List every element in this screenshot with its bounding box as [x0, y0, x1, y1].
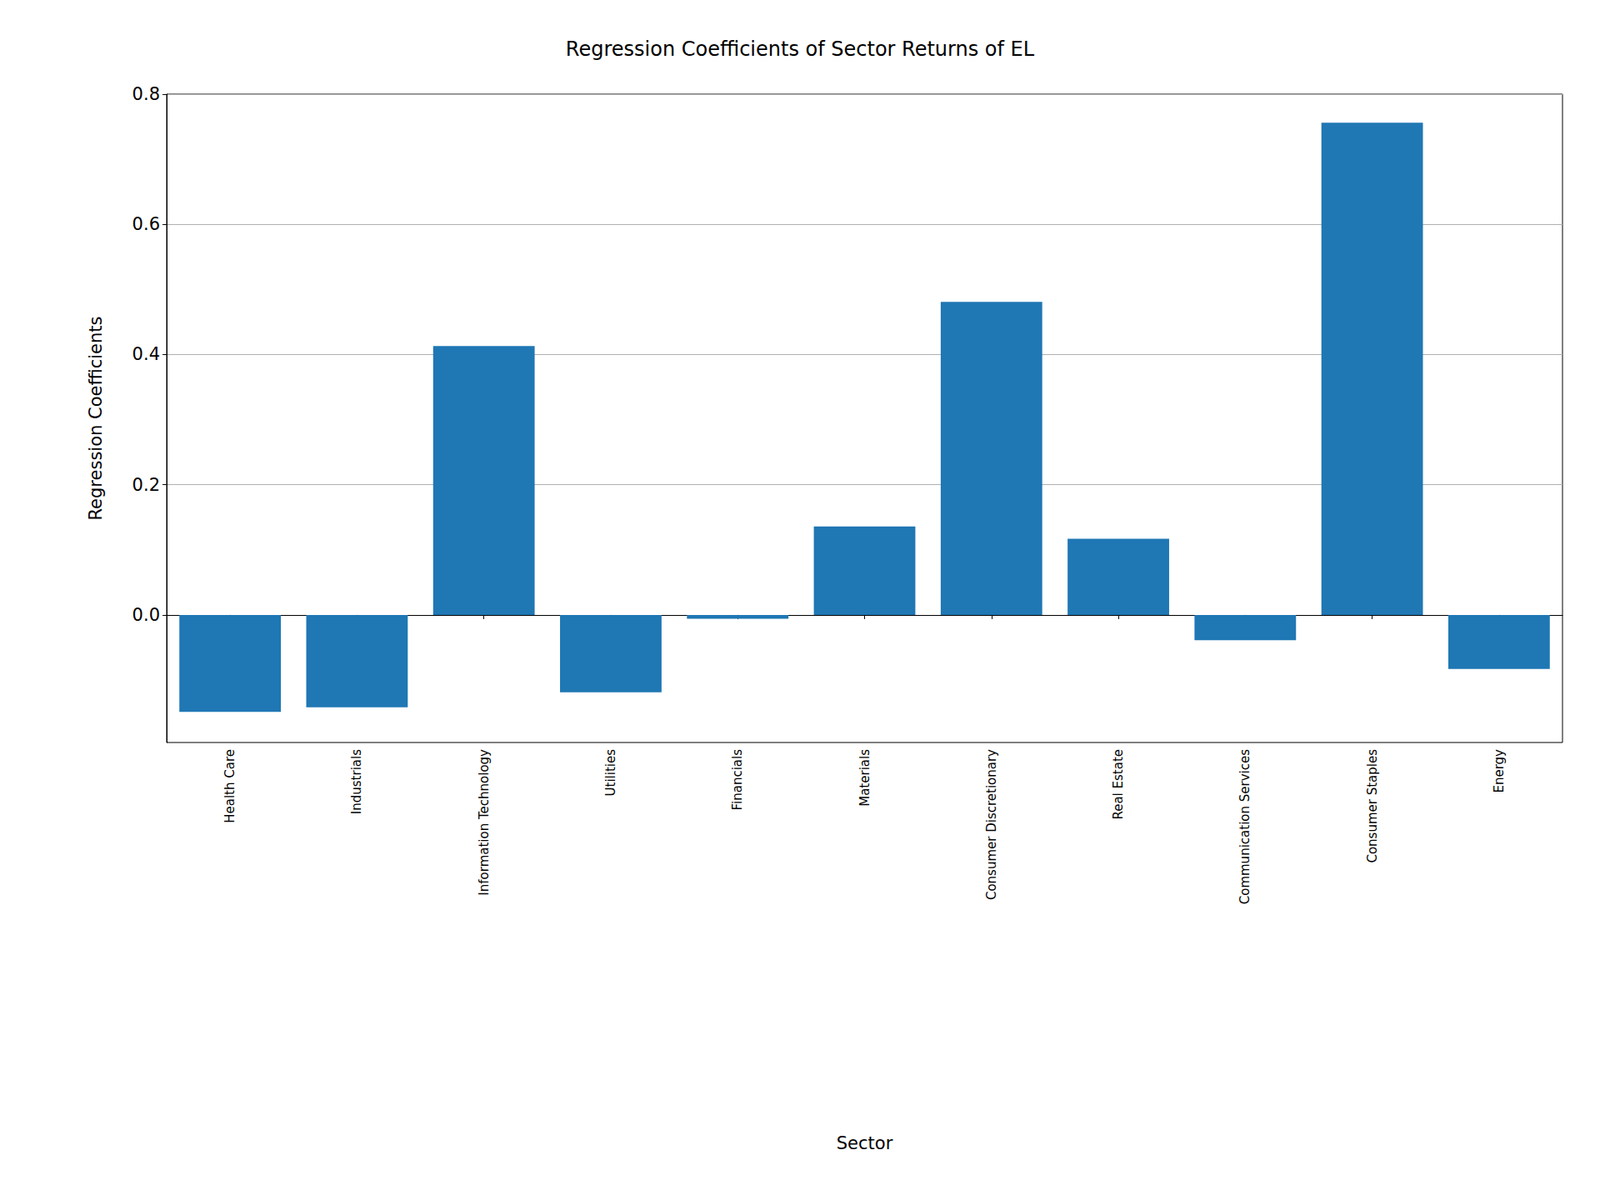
svg-text:Consumer Staples: Consumer Staples — [1365, 749, 1380, 864]
svg-text:Real Estate: Real Estate — [1110, 749, 1126, 820]
svg-text:Consumer Discretionary: Consumer Discretionary — [984, 749, 1000, 900]
svg-text:Sector: Sector — [836, 1133, 894, 1154]
svg-text:Financials: Financials — [730, 749, 745, 811]
svg-text:Energy: Energy — [1491, 749, 1507, 794]
svg-text:Materials: Materials — [857, 749, 873, 807]
svg-text:0.6: 0.6 — [132, 214, 160, 235]
svg-text:Communication Services: Communication Services — [1237, 749, 1253, 905]
svg-text:0.2: 0.2 — [132, 475, 160, 495]
svg-text:Regression Coefficients: Regression Coefficients — [85, 315, 106, 520]
svg-text:Utilities: Utilities — [603, 749, 619, 797]
svg-text:Regression Coefficients of Sec: Regression Coefficients of Sector Return… — [565, 37, 1035, 61]
svg-text:Industrials: Industrials — [349, 749, 365, 815]
svg-text:0.0: 0.0 — [132, 605, 160, 625]
svg-text:0.8: 0.8 — [132, 84, 160, 105]
svg-text:Health Care: Health Care — [222, 749, 238, 824]
svg-text:0.4: 0.4 — [132, 344, 160, 365]
svg-text:Information Technology: Information Technology — [476, 749, 492, 896]
